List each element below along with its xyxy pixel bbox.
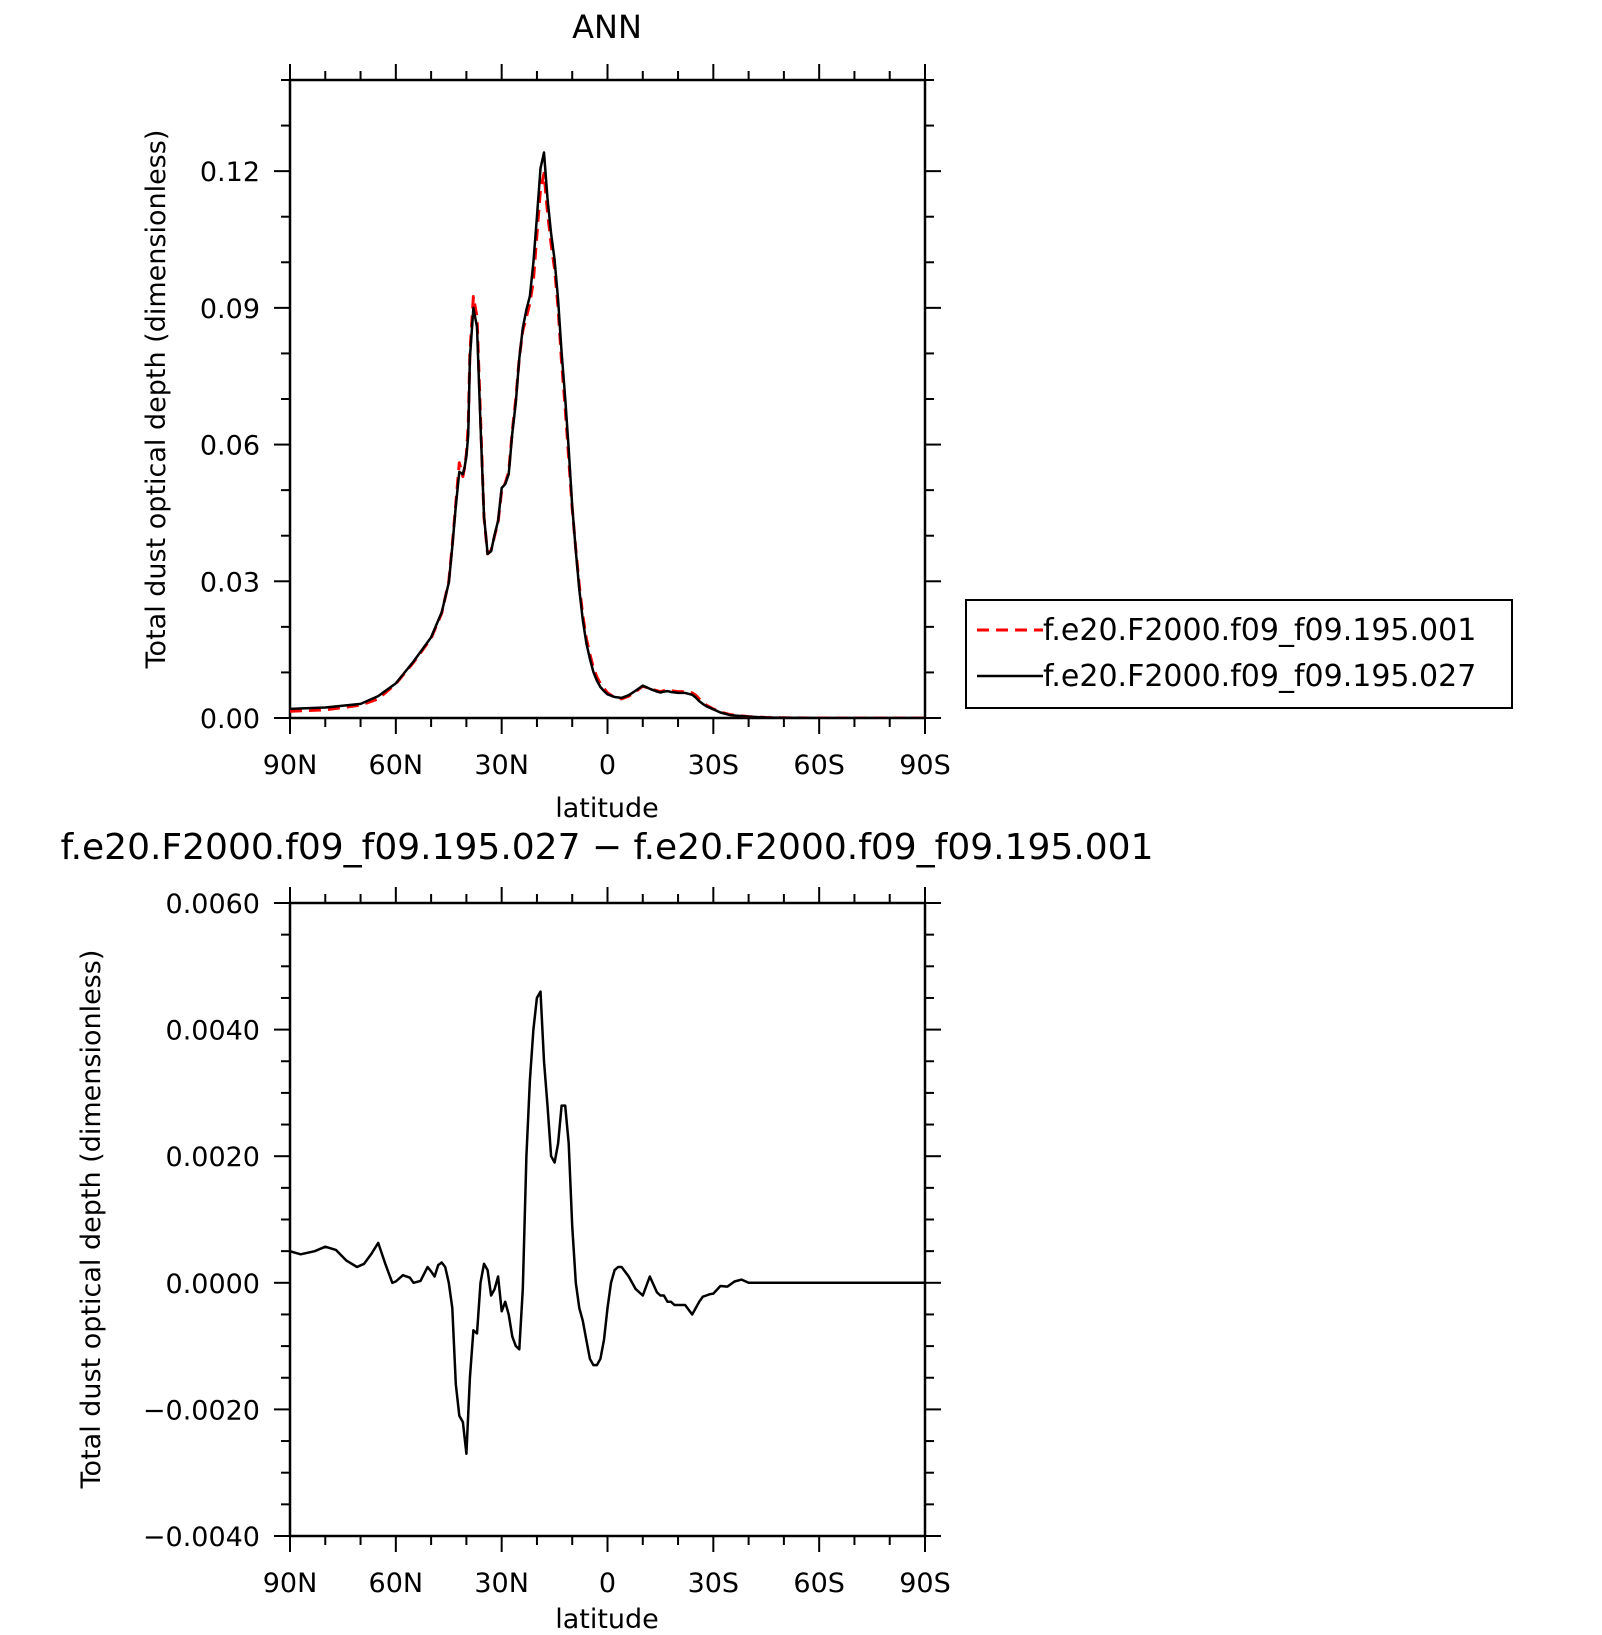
x-tick-label: 0: [599, 750, 616, 781]
bottom-plot-frame: [288, 901, 927, 1538]
x-tick-label: 60S: [793, 750, 845, 781]
bottom-y-axis-label: Total dust optical depth (dimensionless): [76, 950, 107, 1490]
series-line-difference: [290, 990, 925, 1455]
y-tick-label: 0.12: [200, 157, 260, 188]
legend-label-195-001: f.e20.F2000.f09_f09.195.001: [1043, 613, 1476, 648]
top-y-axis-label: Total dust optical depth (dimensionless): [141, 130, 172, 670]
y-tick-label: 0.00: [200, 704, 260, 735]
x-tick-label: 30S: [688, 1568, 740, 1599]
series-line-195-001: [290, 171, 925, 718]
x-tick-label: 30N: [474, 750, 529, 781]
x-tick-label: 60N: [369, 1568, 424, 1599]
bottom-y-tick-labels: −0.0040 −0.0020 0.0000 0.0020 0.0040 0.0060: [143, 889, 260, 1553]
legend: f.e20.F2000.f09_f09.195.001 f.e20.F2000.…: [965, 599, 1513, 709]
y-tick-label: 0.06: [200, 431, 260, 462]
x-tick-label: 90N: [263, 1568, 318, 1599]
top-plot-frame: [288, 78, 927, 720]
bottom-axis-ticks: [274, 887, 941, 1552]
y-tick-label: 0.0020: [166, 1142, 260, 1173]
bottom-x-tick-labels: 90N 60N 30N 0 30S 60S 90S: [263, 1568, 951, 1599]
top-x-axis-label: latitude: [555, 793, 659, 824]
top-panel: ANN 90N 60N 30N 0 30S 60S 90S 0.00 0.03 0.06 0.09…: [141, 8, 1513, 824]
top-chart-title: ANN: [572, 8, 642, 46]
top-y-tick-labels: 0.00 0.03 0.06 0.09 0.12: [200, 157, 260, 735]
top-x-tick-labels: 90N 60N 30N 0 30S 60S 90S: [263, 750, 951, 781]
x-tick-label: 30N: [474, 1568, 529, 1599]
y-tick-label: −0.0020: [143, 1395, 260, 1426]
y-tick-label: 0.0040: [166, 1016, 260, 1047]
y-tick-label: 0.0060: [166, 889, 260, 920]
y-tick-label: −0.0040: [143, 1522, 260, 1553]
legend-label-195-027: f.e20.F2000.f09_f09.195.027: [1043, 659, 1476, 694]
bottom-panel: f.e20.F2000.f09_f09.195.027 − f.e20.F200…: [61, 827, 1154, 1635]
y-tick-label: 0.09: [200, 294, 260, 325]
x-tick-label: 0: [599, 1568, 616, 1599]
x-tick-label: 60S: [793, 1568, 845, 1599]
y-tick-label: 0.03: [200, 567, 260, 598]
x-tick-label: 90S: [899, 750, 951, 781]
x-tick-label: 60N: [369, 750, 424, 781]
bottom-x-axis-label: latitude: [555, 1604, 659, 1635]
y-tick-label: 0.0000: [166, 1269, 260, 1300]
x-tick-label: 30S: [688, 750, 740, 781]
legend-box: [965, 599, 1513, 709]
top-axis-ticks: [274, 64, 941, 734]
bottom-chart-title: f.e20.F2000.f09_f09.195.027 − f.e20.F200…: [61, 827, 1154, 868]
series-line-195-027: [290, 151, 925, 718]
x-tick-label: 90N: [263, 750, 318, 781]
x-tick-label: 90S: [899, 1568, 951, 1599]
